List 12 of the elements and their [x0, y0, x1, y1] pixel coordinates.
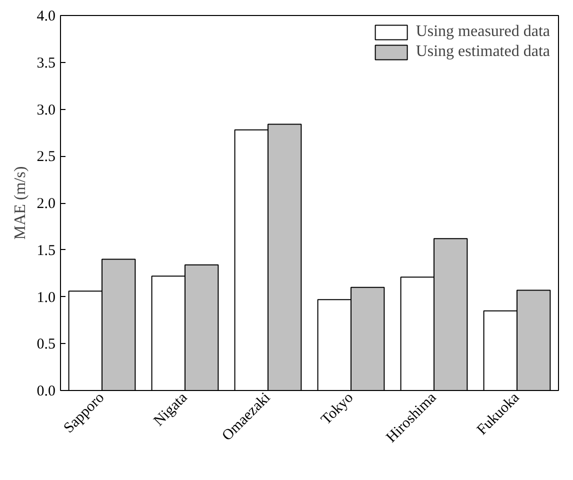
y-tick-label: 0.5 [36, 336, 56, 353]
y-axis-title: MAE (m/s) [12, 166, 29, 240]
legend-label: Using measured data [416, 23, 550, 41]
y-tick-label: 0.0 [36, 384, 56, 400]
y-tick-label: 3.0 [36, 102, 56, 118]
y-tick-label: 2.5 [36, 149, 56, 166]
y-tick-label: 1.0 [36, 290, 56, 306]
y-tick-label: 4.0 [36, 8, 56, 24]
y-tick-label: 1.5 [36, 242, 56, 259]
y-tick-label: 2.0 [36, 196, 56, 212]
y-tick-label: 3.5 [36, 55, 56, 72]
legend-label: Using estimated data [416, 43, 550, 61]
